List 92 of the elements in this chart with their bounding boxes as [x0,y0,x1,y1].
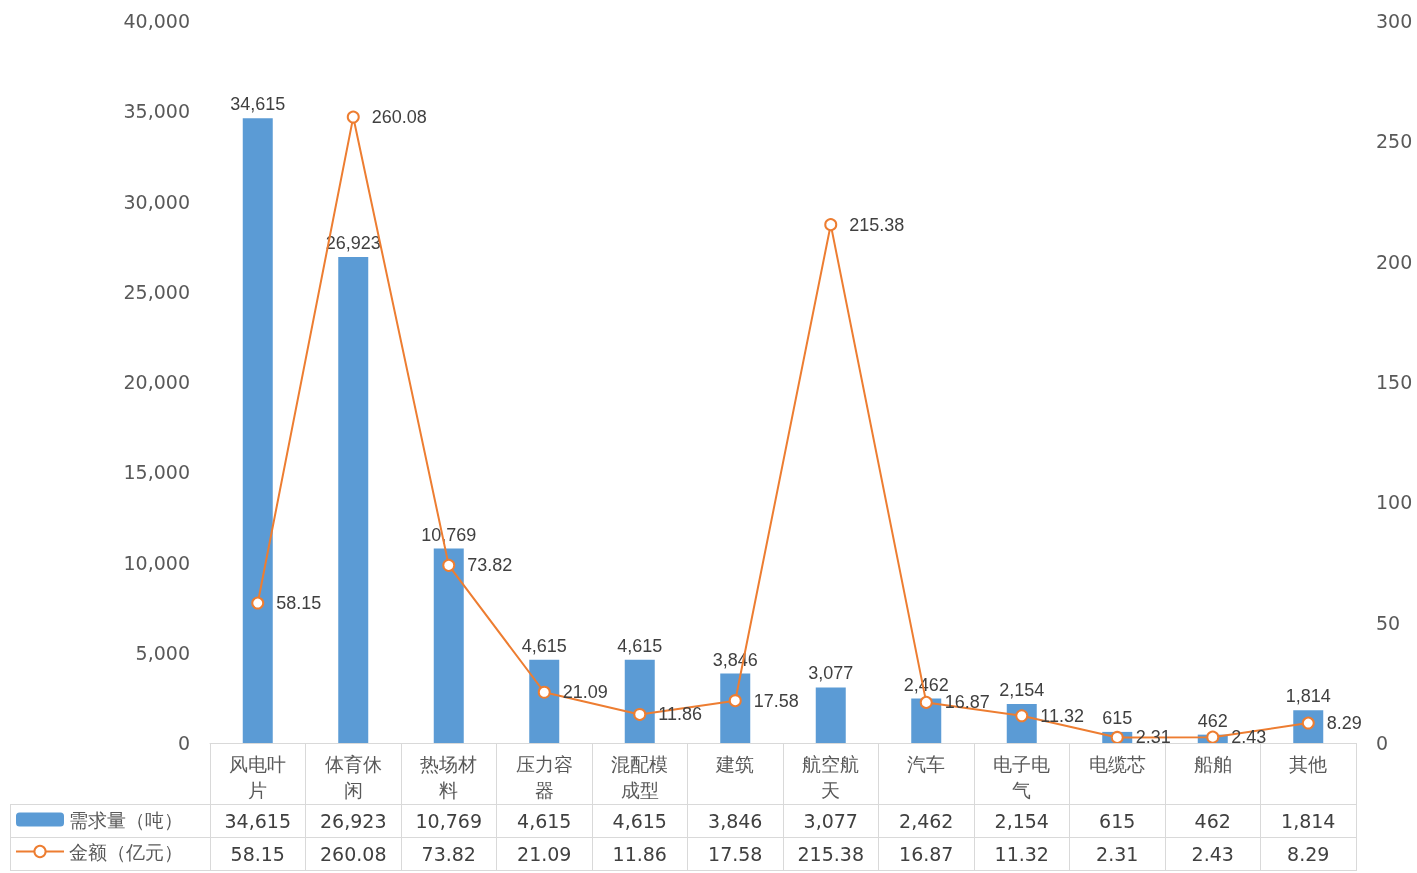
text: 11.32 [1040,705,1084,726]
text: 16.87 [944,692,990,713]
data-label: 2,462 [878,804,974,838]
data-label: 11.86 [592,837,688,871]
text: 215.38 [849,214,905,235]
y-tick-label: 15,000 [123,461,190,484]
data-label: 58.15 [210,837,306,871]
text: 58.15 [276,593,322,614]
data-label: 1,814 [1260,804,1356,838]
y-tick-label: 30,000 [123,190,190,213]
point [633,707,647,721]
y-tick-label: 25,000 [123,280,190,303]
y-tick-label: 20,000 [123,371,190,393]
point [442,558,456,572]
x-tick-label: 风电叶片 [229,753,287,801]
y2-tick-label: 0 [1376,732,1389,754]
data-label: 4,615 [592,804,688,838]
text: 8.29 [1326,713,1362,734]
x-tick-label: 体育休闲 [324,753,382,801]
y2-tick-label: 100 [1376,491,1413,514]
y-tick-label: 5,000 [135,641,190,664]
x-tick-label: 热场材料 [420,753,478,801]
bar [815,687,846,743]
text: 260.08 [371,107,427,128]
data-label: 26,923 [305,804,401,838]
data-label: 215.38 [783,837,879,871]
data-label: 16.87 [878,837,974,871]
y-tick-label: 10,000 [123,551,190,574]
x-tick-label: 汽车 [907,753,946,775]
y2-tick-label: 300 [1376,10,1413,32]
bar [624,659,655,743]
y2-tick-label: 50 [1376,611,1401,634]
bar [720,673,751,743]
data-label: 34,615 [210,804,306,838]
x-tick-label: 其他 [1289,753,1328,775]
text: 11.86 [658,704,702,725]
point [1206,730,1220,744]
text: 2,154 [999,680,1045,701]
point [919,695,933,709]
text: 3,077 [808,663,854,684]
point [824,218,838,232]
text: 615 [1102,707,1133,728]
data-label: 2.31 [1069,837,1165,871]
bar [242,118,273,743]
point [537,685,551,699]
point [728,694,742,708]
text: 21.09 [562,682,608,703]
y-tick-label: 40,000 [123,10,190,32]
point [1110,730,1124,744]
point [251,596,265,610]
data-label: 4,615 [496,804,592,838]
text: 462 [1197,710,1228,731]
bar [338,257,369,743]
data-label: 17.58 [687,837,783,871]
text: 17.58 [753,690,799,711]
x-tick-label: 建筑 [715,753,755,775]
x-tick-label: 压力容器 [515,753,573,801]
data-label: 2.43 [1165,837,1261,871]
legend-label: 需求量（吨） [69,808,183,831]
data-label: 3,077 [783,804,879,838]
y-tick-label: 0 [177,732,190,754]
bar [529,659,560,743]
bar [433,548,464,743]
text: 2.43 [1231,727,1267,748]
x-tick-label: 航空航天 [802,753,860,801]
data-label: 615 [1069,804,1165,838]
text: 34,615 [230,94,286,115]
data-label: 2,154 [974,804,1070,838]
point [346,110,360,124]
x-tick-label: 电缆芯 [1088,753,1146,775]
data-label: 462 [1165,804,1261,838]
y-tick-label: 35,000 [123,100,190,123]
data-label: 260.08 [305,837,401,871]
text: 4,615 [521,635,567,656]
x-tick-label: 电子电气 [993,753,1051,801]
data-label: 10,769 [401,804,497,838]
x-tick-label: 船舶 [1193,753,1232,775]
legend-label: 金额（亿元） [69,840,183,863]
data-label: 73.82 [401,837,497,871]
data-label: 3,846 [687,804,783,838]
data-label: 21.09 [496,837,592,871]
data-label: 11.32 [974,837,1070,871]
y2-tick-label: 200 [1376,250,1413,273]
point [1015,709,1029,723]
data-label: 8.29 [1260,837,1356,871]
text: 1,814 [1285,686,1331,707]
y2-tick-label: 250 [1376,130,1413,153]
text: 4,615 [617,635,663,656]
x-tick-label: 混配模成型 [611,753,669,801]
bar [911,698,942,743]
y2-tick-label: 150 [1376,371,1413,393]
text: 73.82 [467,555,513,576]
